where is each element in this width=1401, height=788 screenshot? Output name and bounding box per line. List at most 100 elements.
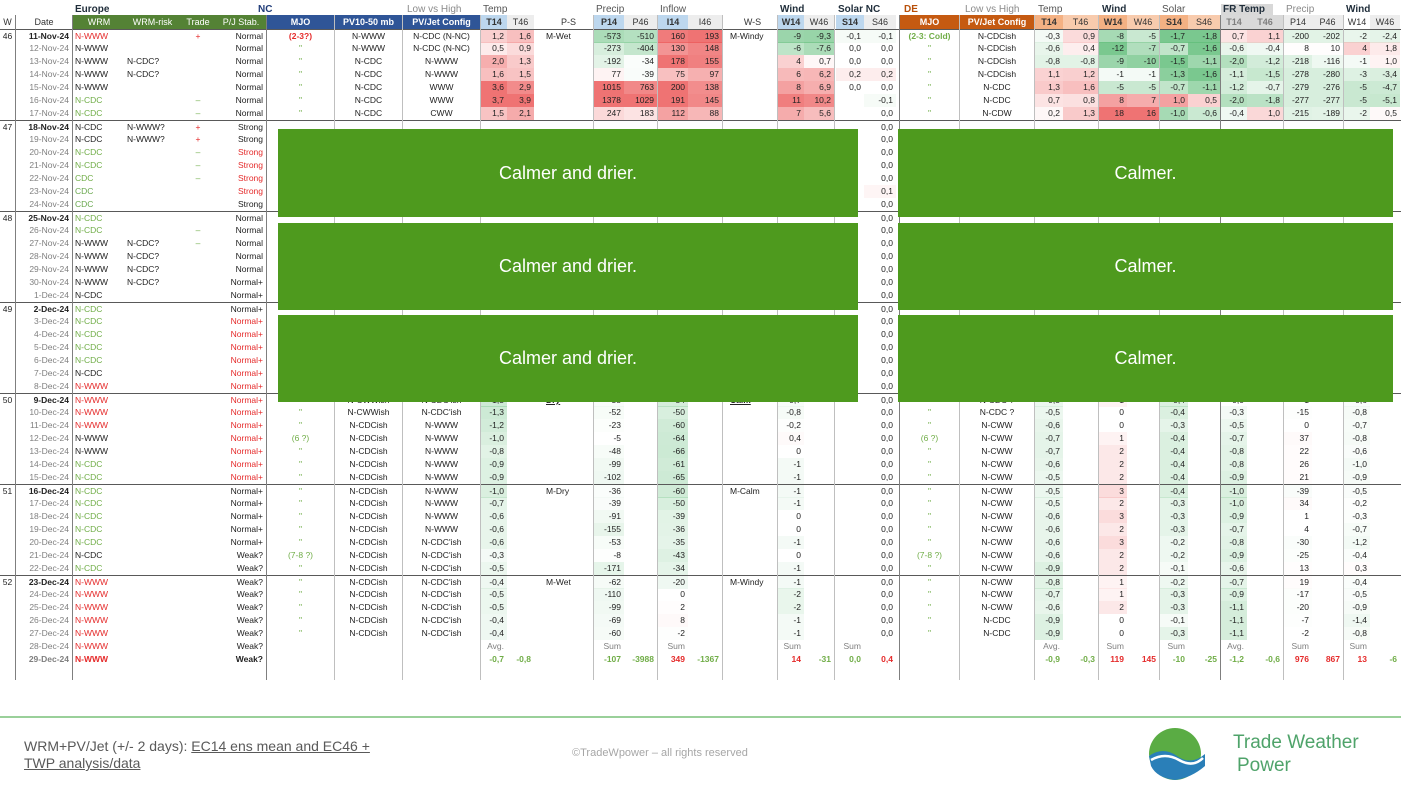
- cell-dt14: -0,9: [1035, 627, 1063, 640]
- cell-fp46: [1312, 406, 1343, 419]
- cell-dt14: -0,5: [1035, 406, 1063, 419]
- cell-date: 20-Nov-24: [29, 147, 69, 157]
- cell-p14: -52: [594, 406, 624, 419]
- cell-wk: [0, 81, 15, 94]
- cell-mjo: ": [298, 602, 303, 612]
- cell-wk: [0, 354, 15, 367]
- cell-dt46: [1063, 614, 1098, 627]
- cell-pj: Weak?: [236, 615, 263, 625]
- cell-mjo: ": [298, 563, 303, 573]
- cell-wk: [0, 315, 15, 328]
- table-row: 19-Nov-24 N-CDC N-WWW? + Strong 0,0: [0, 133, 1401, 146]
- cell-dt14: -0,9: [1035, 614, 1063, 627]
- cell-pv: N-CDCish: [349, 498, 388, 508]
- cell-wk: [0, 159, 15, 172]
- cell-dw46: [1127, 419, 1159, 432]
- cell-ps: [544, 68, 593, 81]
- cell-s14: -0,1: [836, 30, 864, 43]
- cell-dw46: [1127, 588, 1159, 601]
- cell-djet: N-CWW: [981, 420, 1013, 430]
- cell-t14: -0,9: [481, 471, 507, 484]
- cell-djet: N-CWW: [981, 486, 1013, 496]
- cell-s46: 0,0: [881, 43, 893, 53]
- cell-fw14: -0,8: [1344, 432, 1370, 445]
- cell-trade: [180, 471, 216, 484]
- cell-djet: N-CDC ?: [979, 407, 1015, 417]
- cell-i14: -64: [658, 432, 688, 445]
- cell-date: 1-Dec-24: [34, 290, 69, 300]
- cell-s14: [836, 107, 864, 120]
- footer-source-link-2[interactable]: TWP analysis/data: [24, 755, 141, 771]
- cell-s46: 0,0: [881, 602, 893, 612]
- cell-s14: 0,2: [836, 68, 864, 81]
- cell-dmjo: ": [927, 69, 932, 79]
- cell-fp46: [1312, 458, 1343, 471]
- cell-djet: N-CWW: [981, 550, 1013, 560]
- cell-t46: 0,9: [507, 42, 534, 55]
- cell-fw46: -4,7: [1370, 81, 1400, 94]
- cell-dw46: 16: [1127, 107, 1159, 120]
- cell-dmjo: ": [927, 82, 932, 92]
- cell-w46: [804, 549, 834, 562]
- cell-dt46: [1063, 640, 1098, 653]
- table-row: 29-Nov-24 N-WWW N-CDC? Normal 0,0: [0, 263, 1401, 276]
- table-row: 22-Nov-24 CDC – Strong 0,0: [0, 172, 1401, 185]
- footer-source-link[interactable]: EC14 ens mean and EC46 +: [191, 738, 370, 754]
- cell-pj: Weak?: [236, 563, 263, 573]
- cell-s46: 0,0: [881, 173, 893, 183]
- cell-fw14: -1,2: [1344, 536, 1370, 549]
- cell-s14: [836, 458, 864, 471]
- cell-risk: [125, 81, 180, 94]
- cell-fw14: -0,6: [1344, 445, 1370, 458]
- cell-t14: -0,3: [481, 549, 507, 562]
- table-row: 15-Nov-24 N-WWW Normal " N-CDC WWW 3,6 2,9 1015 7…: [0, 81, 1401, 94]
- cell-p46: [624, 419, 657, 432]
- cell-s14: [836, 445, 864, 458]
- group-temp-de: Temp: [1038, 4, 1063, 15]
- cell-i14: -50: [658, 497, 688, 510]
- cell-pv: N-CDC: [354, 108, 383, 118]
- group-wind-fr: Wind: [1346, 4, 1371, 15]
- cell-dw46: [1127, 627, 1159, 640]
- cell-pj: Strong: [237, 160, 263, 170]
- cell-p14: -155: [594, 523, 624, 536]
- cell-ps: M-Wet: [546, 577, 571, 587]
- cell-pj: Normal+: [230, 433, 263, 443]
- cell-mjo: ": [298, 524, 303, 534]
- cell-t46: [507, 406, 534, 419]
- table-row: 3-Dec-24 N-CDC Normal+ 0,0: [0, 315, 1401, 328]
- cell-trade: [180, 341, 216, 354]
- cell-date: 28-Nov-24: [29, 251, 69, 261]
- cell-s46: 0,0: [881, 316, 893, 326]
- cell-fp46: [1312, 445, 1343, 458]
- cell-jet: N-WWW: [424, 472, 459, 482]
- cell-i14: 160: [658, 30, 688, 43]
- cell-jet: N-WWW: [424, 511, 459, 521]
- banner-nc-week47: Calmer and drier.: [278, 129, 858, 217]
- col-header-des46: S46: [1188, 15, 1220, 29]
- cell-t46: [507, 627, 534, 640]
- cell-fw14: 13: [1357, 654, 1367, 664]
- cell-dmjo: ": [927, 537, 932, 547]
- cell-p46: [624, 406, 657, 419]
- col-header-wrm: WRM: [73, 15, 125, 29]
- cell-dmjo: ": [927, 577, 932, 587]
- cell-t46: 1,5: [507, 68, 534, 81]
- cell-t14: 1,2: [481, 30, 507, 43]
- cell-fp14: Sum: [1291, 641, 1309, 651]
- cell-ds46: [1188, 614, 1220, 627]
- col-header-frp14: P14: [1284, 15, 1312, 29]
- cell-dw46: -5: [1127, 30, 1159, 43]
- cell-ds46: [1188, 562, 1220, 575]
- cell-t14: -1,2: [481, 419, 507, 432]
- cell-mjo: ": [298, 420, 303, 430]
- cell-fw46: [1370, 640, 1400, 653]
- cell-jet: N-CDC'ish: [421, 577, 462, 587]
- cell-djet: N-CWW: [981, 563, 1013, 573]
- cell-mjo: ": [298, 43, 303, 53]
- cell-dt46: 1,6: [1063, 81, 1098, 94]
- cell-wk: [0, 445, 15, 458]
- cell-s46: 0,0: [881, 122, 893, 132]
- cell-p14: 1015: [594, 81, 624, 94]
- cell-ws: [728, 640, 777, 653]
